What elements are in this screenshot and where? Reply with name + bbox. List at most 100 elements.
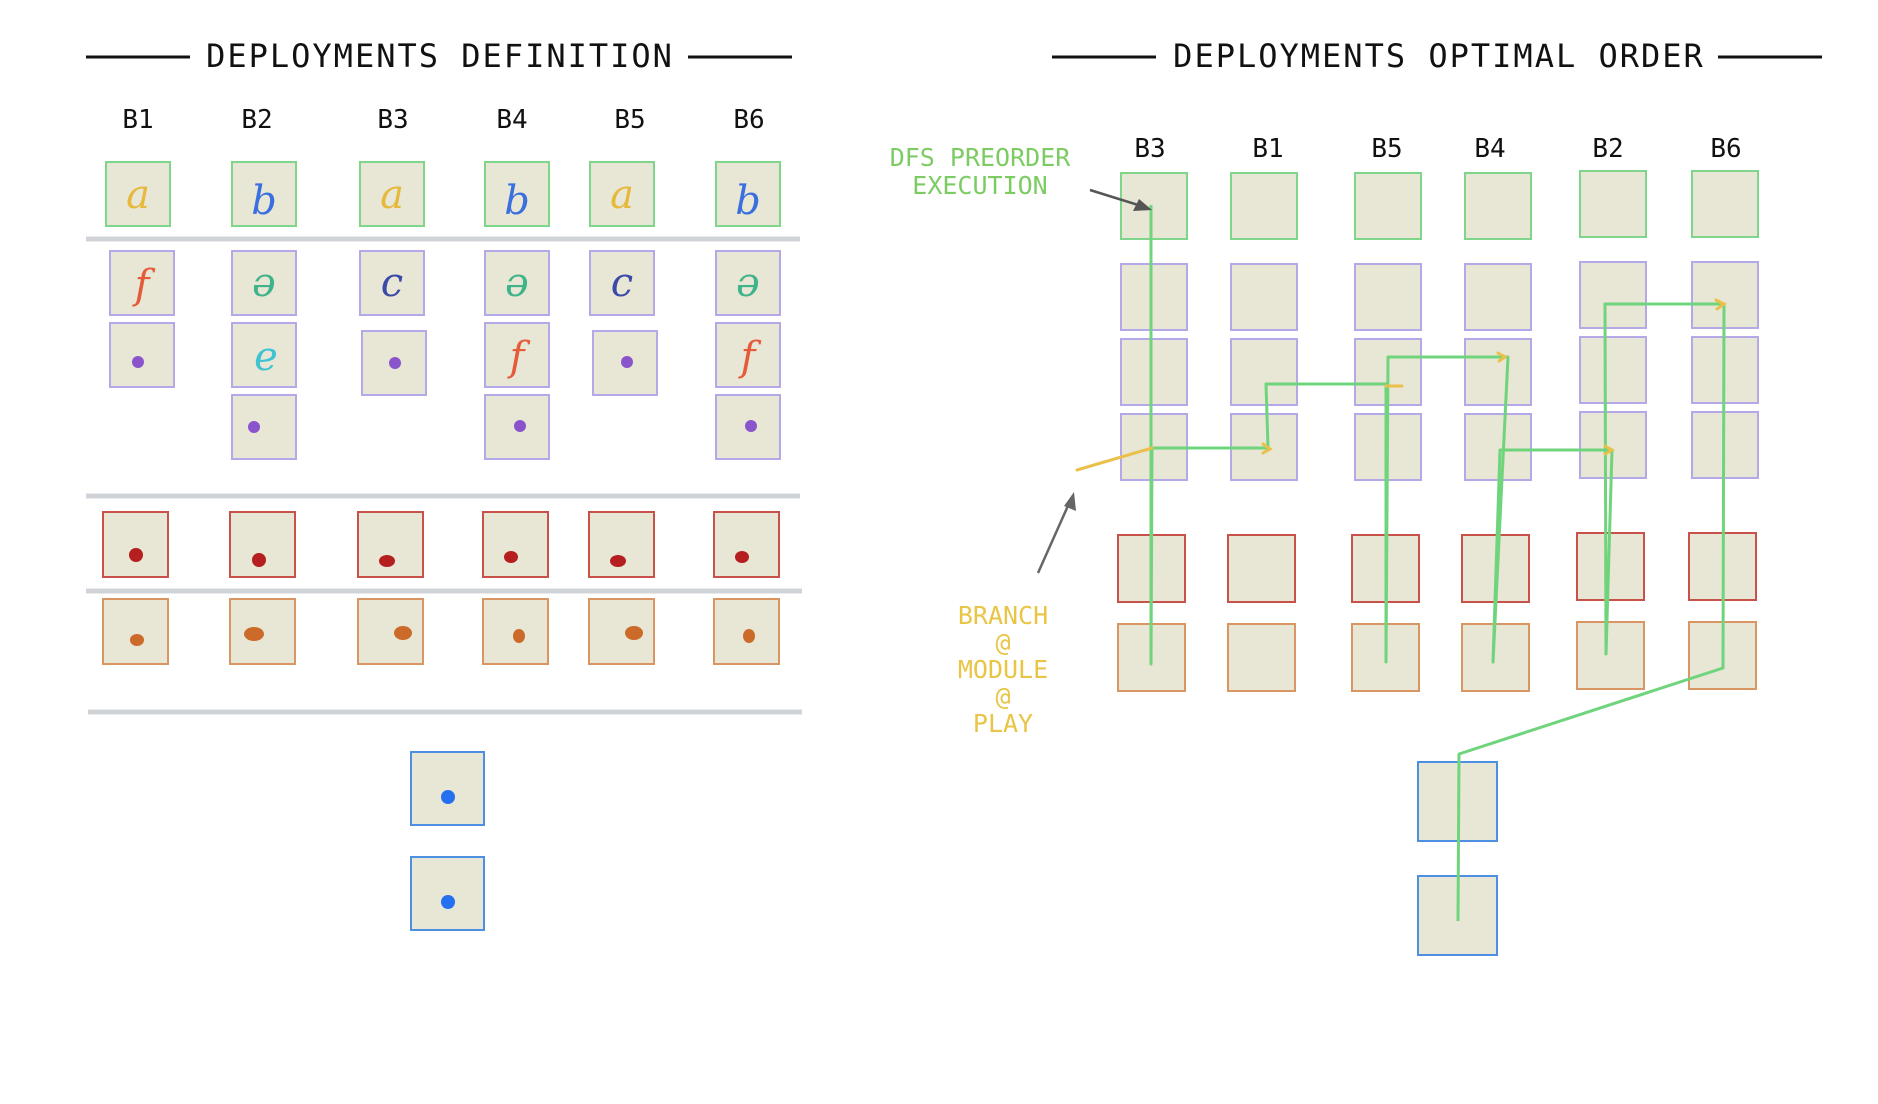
module-box-purple bbox=[1464, 338, 1532, 406]
right-col-header: B2 bbox=[1592, 134, 1623, 164]
module-box-red bbox=[229, 511, 296, 578]
module-box-orange bbox=[102, 598, 169, 665]
module-box-green bbox=[1691, 170, 1759, 238]
right-panel-title: DEPLOYMENTS OPTIMAL ORDER bbox=[1173, 37, 1705, 75]
purple-dot bbox=[621, 356, 633, 368]
red-dot bbox=[504, 551, 518, 563]
blue-dot bbox=[441, 790, 455, 804]
branch-annotation-line: @ bbox=[995, 628, 1010, 657]
orange-dot bbox=[625, 626, 643, 640]
branch-tick bbox=[1603, 444, 1616, 456]
module-box-purple bbox=[1354, 263, 1422, 331]
module-box-green bbox=[1354, 172, 1422, 240]
module-box-purple bbox=[1579, 336, 1647, 404]
module-box-green bbox=[1464, 172, 1532, 240]
glyph-a: a bbox=[380, 172, 404, 218]
glyph-a: a bbox=[126, 172, 150, 218]
branch-annotation: BRANCH @ MODULE @ PLAY bbox=[958, 601, 1048, 738]
branch-tick bbox=[1714, 298, 1727, 311]
purple-dot bbox=[514, 420, 526, 432]
module-box-blue bbox=[410, 856, 485, 931]
module-box-red bbox=[713, 511, 780, 578]
module-box-purple bbox=[715, 322, 781, 388]
module-box-purple bbox=[361, 330, 427, 396]
glyph-schwa: ə bbox=[736, 260, 760, 306]
red-dot bbox=[379, 555, 395, 567]
left-column-headers: B1 B2 B3 B4 B5 B6 bbox=[122, 105, 764, 135]
branch-annotation-line: MODULE bbox=[958, 655, 1048, 684]
glyph-schwa: ə bbox=[252, 260, 276, 306]
module-box-purple bbox=[359, 250, 425, 316]
left-glyphs: a b a b a b f ə c ə c ə e f f bbox=[126, 172, 762, 380]
red-dot bbox=[610, 555, 626, 567]
module-box-purple bbox=[231, 394, 297, 460]
glyph-b: b bbox=[251, 178, 277, 224]
glyph-e: e bbox=[254, 334, 278, 380]
module-box-purple bbox=[1120, 263, 1188, 331]
module-box-green bbox=[1120, 172, 1188, 240]
module-box-green bbox=[1579, 170, 1647, 238]
module-box-red bbox=[1576, 532, 1645, 601]
right-col-header: B1 bbox=[1252, 134, 1283, 164]
branch-annotation-line: BRANCH bbox=[958, 601, 1048, 630]
module-box-green bbox=[231, 161, 297, 227]
blue-dot bbox=[441, 895, 455, 909]
module-box-purple bbox=[589, 250, 655, 316]
purple-dot bbox=[389, 357, 401, 369]
module-box-red bbox=[588, 511, 655, 578]
glyph-b: b bbox=[735, 178, 761, 224]
orange-dot bbox=[513, 629, 525, 643]
branch-entry-line bbox=[1075, 446, 1154, 472]
branch-tick bbox=[1496, 351, 1508, 363]
red-dot bbox=[252, 553, 266, 567]
glyph-a: a bbox=[610, 172, 634, 218]
module-box-green bbox=[484, 161, 550, 227]
right-boxes bbox=[1117, 170, 1759, 956]
orange-dot bbox=[130, 634, 144, 646]
module-box-purple bbox=[109, 250, 175, 316]
right-col-header: B4 bbox=[1474, 134, 1505, 164]
branch-markers bbox=[1075, 298, 1727, 472]
right-column-headers: B3 B1 B5 B4 B2 B6 bbox=[1134, 134, 1741, 164]
module-box-red bbox=[357, 511, 424, 578]
glyph-c: c bbox=[611, 260, 633, 306]
module-box-orange bbox=[1576, 621, 1645, 690]
dfs-annotation-line1: DFS PREORDER bbox=[890, 143, 1072, 172]
left-col-header: B2 bbox=[241, 105, 272, 135]
left-col-header: B4 bbox=[496, 105, 527, 135]
module-box-purple bbox=[109, 322, 175, 388]
left-col-header: B1 bbox=[122, 105, 153, 135]
module-box-red bbox=[1227, 534, 1296, 603]
module-box-purple bbox=[1120, 338, 1188, 406]
left-separators bbox=[86, 236, 802, 715]
dfs-arrowhead bbox=[1133, 199, 1152, 211]
module-box-purple bbox=[1230, 263, 1298, 331]
module-box-purple bbox=[1230, 338, 1298, 406]
orange-dot bbox=[244, 627, 264, 641]
module-box-purple bbox=[231, 250, 297, 316]
right-col-header: B6 bbox=[1710, 134, 1741, 164]
branch-annotation-line: PLAY bbox=[973, 709, 1033, 738]
left-col-header: B3 bbox=[377, 105, 408, 135]
orange-dot bbox=[394, 626, 412, 640]
purple-dot bbox=[248, 421, 260, 433]
branch-annotation-line: @ bbox=[995, 682, 1010, 711]
module-box-blue bbox=[410, 751, 485, 826]
module-box-orange bbox=[588, 598, 655, 665]
module-box-orange bbox=[1227, 623, 1296, 692]
module-box-purple bbox=[1464, 263, 1532, 331]
branch-arrowhead bbox=[1064, 492, 1076, 511]
left-col-header: B5 bbox=[614, 105, 645, 135]
module-box-red bbox=[482, 511, 549, 578]
dfs-execution-path bbox=[1149, 205, 1726, 922]
module-box-green bbox=[1230, 172, 1298, 240]
module-box-purple bbox=[231, 322, 297, 388]
red-dot bbox=[129, 548, 143, 562]
module-box-purple bbox=[484, 322, 550, 388]
branch-tick bbox=[1261, 442, 1273, 455]
module-box-red bbox=[102, 511, 169, 578]
module-box-orange bbox=[357, 598, 424, 665]
left-boxes bbox=[102, 161, 781, 931]
module-box-green bbox=[359, 161, 425, 227]
